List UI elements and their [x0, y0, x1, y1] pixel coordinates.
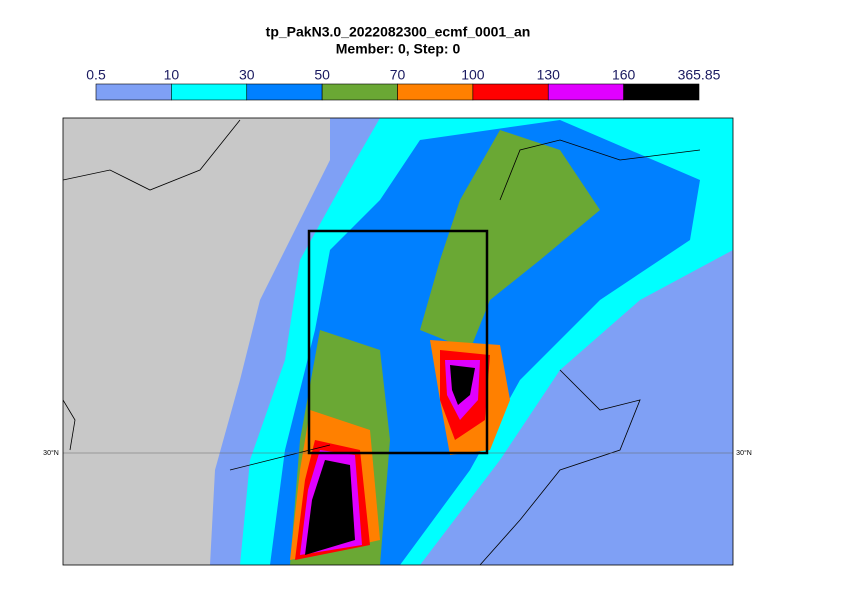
colorbar: 0.5 10 30 50 70 100 130 160 365.85: [86, 67, 721, 101]
border: [63, 119, 331, 471]
colorbar-segment: [171, 83, 248, 101]
colorbar-label: 365.85: [678, 67, 721, 83]
colorbar-segment: [246, 83, 323, 101]
domain-box: [307, 229, 489, 455]
title: tp_PakN3.0_2022082300_ecmf_0001_an: [266, 24, 531, 40]
colorbar-label: 30: [239, 67, 255, 83]
border: [479, 139, 701, 565]
precip-black: [450, 365, 475, 405]
precip-black: [305, 460, 355, 555]
colorbar-label: 50: [314, 67, 330, 83]
colorbar-segment: [547, 83, 624, 101]
colorbar-segment: [472, 83, 549, 101]
precip-green: [420, 130, 600, 350]
colorbar-label: 0.5: [86, 67, 106, 83]
map: [63, 118, 733, 565]
colorbar-segment: [397, 83, 474, 101]
colorbar-label: 100: [461, 67, 485, 83]
lat-label: 30°N: [43, 449, 59, 457]
colorbar-segment: [95, 83, 172, 101]
colorbar-label: 10: [164, 67, 180, 83]
colorbar-segment: [321, 83, 398, 101]
subtitle: Member: 0, Step: 0: [336, 41, 461, 57]
colorbar-label: 70: [390, 67, 406, 83]
lat-label: 30°N: [736, 449, 752, 457]
colorbar-segment: [623, 83, 700, 101]
colorbar-label: 160: [612, 67, 636, 83]
map-frame: [62, 117, 734, 566]
colorbar-label: 130: [537, 67, 561, 83]
